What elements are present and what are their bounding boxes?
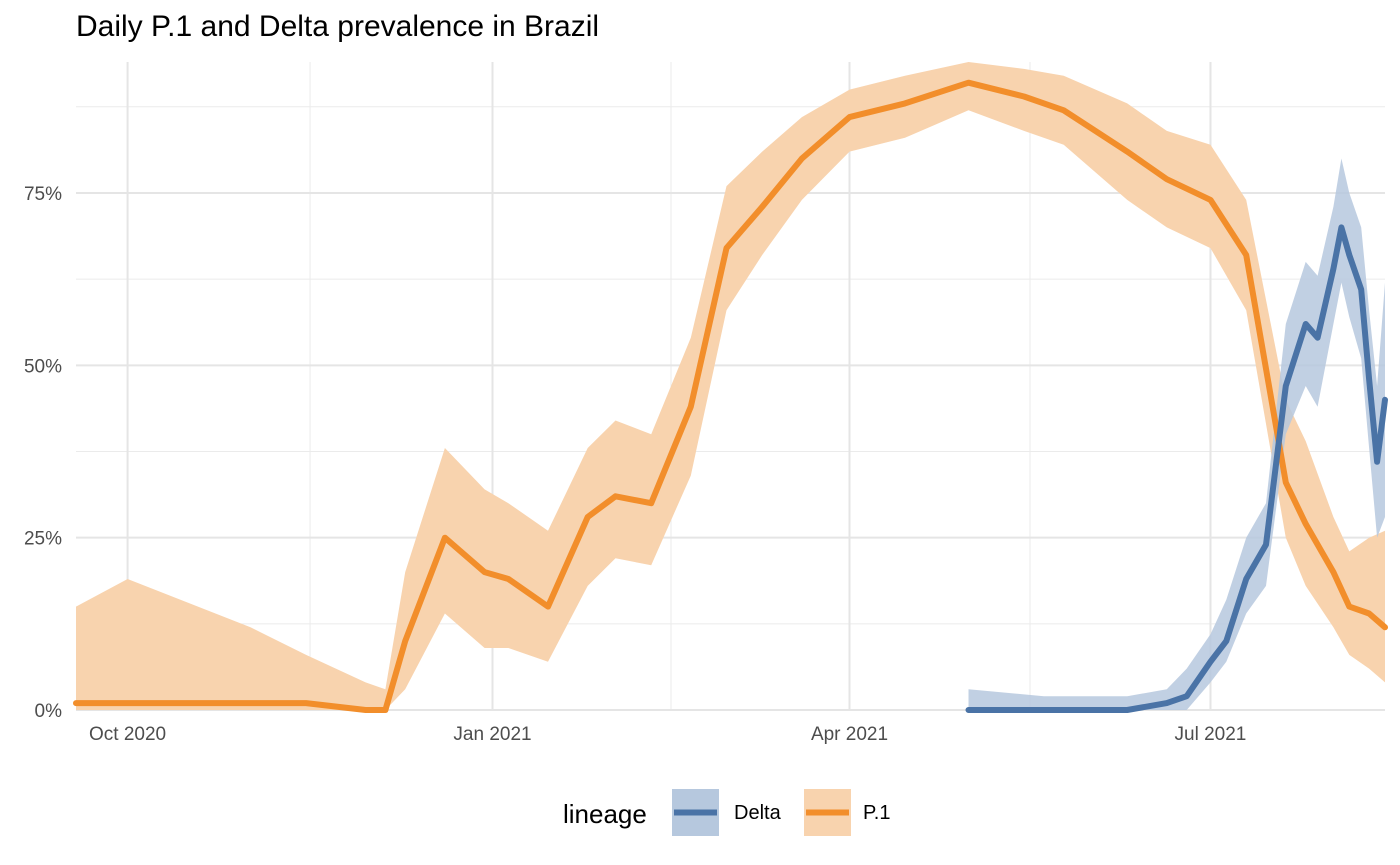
y-axis-ticks: 0% 25% 50% 75%: [24, 184, 62, 722]
legend: lineage Delta P.1: [563, 789, 890, 836]
y-tick-label: 50%: [24, 356, 62, 377]
series-line-delta: [965, 224, 1388, 713]
y-tick-label: 0%: [35, 701, 63, 722]
legend-title: lineage: [563, 799, 647, 829]
legend-entry-delta: Delta: [672, 789, 782, 836]
x-tick-label: Oct 2020: [89, 724, 166, 745]
ribbons: [76, 62, 1385, 710]
series-lines: [73, 79, 1388, 713]
legend-entry-p-1: P.1: [804, 789, 890, 836]
series-line-p-1: [73, 79, 1388, 713]
y-tick-label: 25%: [24, 529, 62, 550]
x-tick-label: Jan 2021: [453, 724, 531, 745]
chart-title: Daily P.1 and Delta prevalence in Brazil: [76, 10, 600, 43]
x-tick-label: Jul 2021: [1175, 724, 1247, 745]
legend-label-p-1: P.1: [863, 802, 890, 824]
legend-label-delta: Delta: [734, 802, 782, 824]
x-tick-label: Apr 2021: [811, 724, 888, 745]
ribbon-delta: [968, 158, 1385, 710]
ribbon-p-1: [76, 62, 1385, 710]
x-axis-ticks: Oct 2020 Jan 2021 Apr 2021 Jul 2021: [89, 724, 1246, 745]
legend-entries: Delta P.1: [672, 789, 890, 836]
y-tick-label: 75%: [24, 184, 62, 205]
